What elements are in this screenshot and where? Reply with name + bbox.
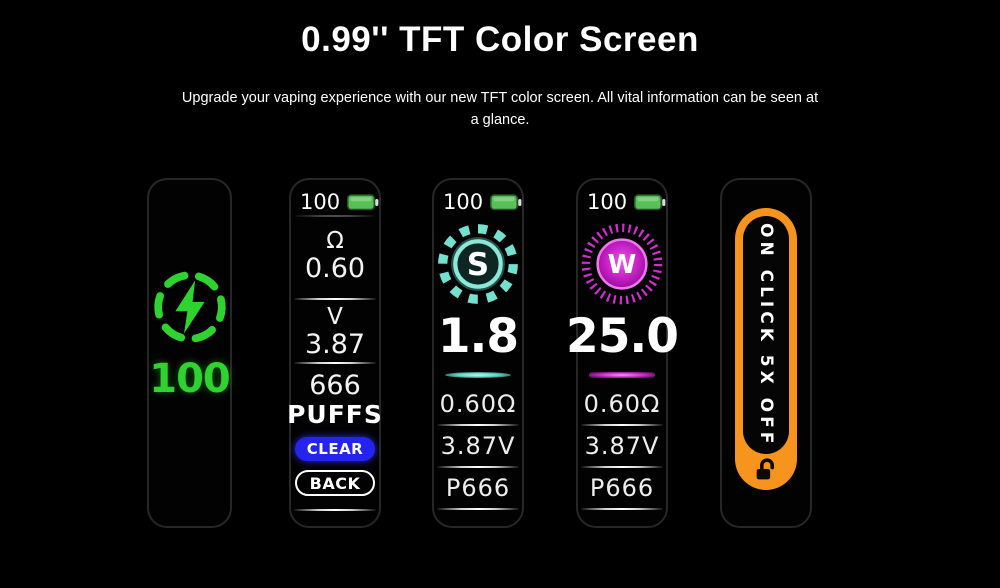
- battery-percent-value: 100: [149, 356, 230, 402]
- battery-percent-value: 100: [587, 190, 628, 214]
- divider: [581, 424, 663, 426]
- lock-label-pill: ON CLICK 5X OFF: [743, 216, 789, 454]
- lock-instruction-label: ON CLICK 5X OFF: [756, 222, 776, 448]
- voltage-readout: 3.87V: [440, 432, 516, 460]
- battery-icon: [634, 193, 666, 210]
- unlock-icon: [756, 458, 774, 480]
- screen-lock: ON CLICK 5X OFF: [720, 178, 812, 528]
- page-subtitle: Upgrade your vaping experience with our …: [181, 90, 819, 128]
- battery-percent-value: 100: [300, 190, 341, 214]
- unlock-toggle-button[interactable]: ON CLICK 5X OFF: [735, 208, 797, 490]
- back-button[interactable]: BACK: [294, 470, 376, 496]
- divider: [437, 508, 519, 510]
- puff-count-label: PUFFS: [287, 400, 383, 429]
- divider: [294, 215, 376, 217]
- screen-menu: 100 Ω 0.60 V 3.87 666 PUFFS CLEAR BACK: [287, 178, 383, 528]
- battery-percent-value: 100: [443, 190, 484, 214]
- resistance-label: Ω: [326, 228, 344, 254]
- voltage-value: 3.87: [304, 329, 366, 360]
- divider: [437, 424, 519, 426]
- battery-icon: [490, 193, 522, 210]
- mode-value: 1.8: [437, 309, 519, 364]
- voltage-readout: 3.87V: [584, 432, 660, 460]
- resistance-readout: 0.60Ω: [583, 390, 661, 418]
- soft-mode-badge-icon: S: [438, 224, 518, 304]
- mode-value: 25.0: [566, 309, 679, 364]
- divider: [294, 362, 376, 364]
- divider: [437, 466, 519, 468]
- divider: [581, 466, 663, 468]
- mode-letter: S: [467, 247, 489, 283]
- battery-status-row: 100: [587, 190, 666, 214]
- divider: [294, 298, 376, 300]
- puff-readout: P666: [445, 474, 511, 502]
- screen-soft-mode: 100 S 1.8 0.60Ω 3.87V P666: [432, 178, 524, 528]
- puff-readout: P666: [589, 474, 655, 502]
- mode-letter: W: [608, 250, 637, 280]
- page-title: 0.99'' TFT Color Screen: [301, 20, 699, 59]
- battery-status-row: 100: [443, 190, 522, 214]
- clear-button[interactable]: CLEAR: [294, 437, 376, 461]
- value-underline: [589, 372, 655, 378]
- resistance-readout: 0.60Ω: [439, 390, 517, 418]
- voltage-label: V: [327, 304, 343, 330]
- charging-ring-icon: [153, 271, 226, 343]
- divider: [581, 508, 663, 510]
- screen-watt-mode: 100 W 25.0 0.60Ω 3.87V P666: [566, 178, 679, 528]
- divider: [294, 509, 376, 511]
- battery-icon: [347, 193, 379, 210]
- resistance-value: 0.60: [304, 253, 366, 284]
- battery-status-row: 100: [300, 190, 379, 214]
- lightning-bolt-icon: [174, 280, 205, 334]
- screen-charge: 100: [147, 178, 232, 528]
- puff-count-value: 666: [309, 370, 361, 401]
- value-underline: [445, 372, 511, 378]
- watt-mode-badge-icon: W: [581, 223, 663, 305]
